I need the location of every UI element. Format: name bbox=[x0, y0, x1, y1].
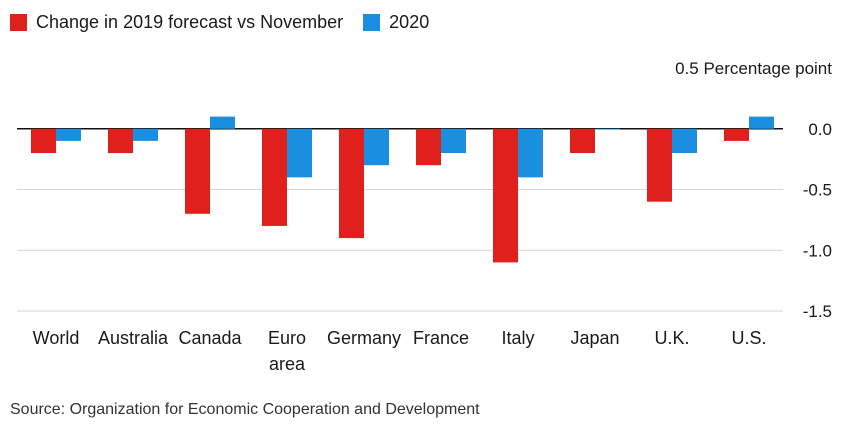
bar-2019 bbox=[31, 128, 56, 154]
bar-2020 bbox=[56, 128, 81, 141]
x-tick-label-line: Germany bbox=[327, 328, 401, 348]
bar-2019 bbox=[647, 128, 672, 202]
bar-2019 bbox=[262, 128, 287, 226]
legend-swatch-2019 bbox=[10, 14, 27, 31]
bar-2020 bbox=[749, 116, 774, 129]
bar-2019 bbox=[108, 128, 133, 154]
x-tick-label: Germany bbox=[327, 328, 401, 348]
y-tick-label: -0.5 bbox=[803, 181, 832, 200]
x-tick-label-line: Canada bbox=[178, 328, 242, 348]
bar-2020 bbox=[287, 128, 312, 178]
legend-item-2019: Change in 2019 forecast vs November bbox=[10, 12, 343, 33]
legend-label-2019: Change in 2019 forecast vs November bbox=[36, 12, 344, 32]
source-note: Source: Organization for Economic Cooper… bbox=[10, 401, 480, 418]
x-tick-label: U.S. bbox=[731, 328, 766, 348]
y-tick-label: -1.0 bbox=[803, 241, 832, 260]
bar-2020 bbox=[210, 116, 235, 129]
bar-2019 bbox=[493, 128, 518, 263]
bar-2020 bbox=[595, 128, 620, 130]
x-tick-label-line: Euro bbox=[268, 328, 306, 348]
x-tick-label: U.K. bbox=[654, 328, 689, 348]
x-tick-label: Japan bbox=[570, 328, 619, 348]
bar-2020 bbox=[133, 128, 158, 141]
x-tick-label: Euro area bbox=[268, 328, 306, 374]
bar-2020 bbox=[364, 128, 389, 166]
x-tick-label-line: Italy bbox=[501, 328, 534, 348]
y-tick-label: 0.0 bbox=[808, 120, 832, 139]
x-tick-label: Australia bbox=[98, 328, 169, 348]
legend-label-2020: 2020 bbox=[389, 12, 430, 32]
bar-2020 bbox=[672, 128, 697, 154]
bar-2019 bbox=[185, 128, 210, 214]
x-tick-label-line: U.S. bbox=[731, 328, 766, 348]
bar-chart: 0.5 Percentage point 0.0 -0.5 -1.0 -1.5 World… bbox=[17, 59, 832, 374]
x-tick-label-line: U.K. bbox=[654, 328, 689, 348]
bar-2020 bbox=[441, 128, 466, 154]
x-tick-label-line: Japan bbox=[570, 328, 619, 348]
legend-item-2020: 2020 bbox=[363, 12, 429, 33]
x-tick-label: France bbox=[413, 328, 469, 348]
x-tick-label-line: France bbox=[413, 328, 469, 348]
x-tick-label: Italy bbox=[501, 328, 534, 348]
y-tick-label: 0.5 Percentage point bbox=[675, 59, 832, 78]
y-tick-label: -1.5 bbox=[803, 302, 832, 321]
bar-2020 bbox=[518, 128, 543, 178]
x-tick-label-line: World bbox=[33, 328, 80, 348]
bar-2019 bbox=[570, 128, 595, 154]
bar-2019 bbox=[724, 128, 749, 141]
bar-2019 bbox=[339, 128, 364, 239]
x-tick-label-line: Australia bbox=[98, 328, 169, 348]
legend-swatch-2020 bbox=[363, 14, 381, 31]
x-tick-label: Canada bbox=[178, 328, 242, 348]
x-tick-label: World bbox=[33, 328, 80, 348]
bar-2019 bbox=[416, 128, 441, 166]
chart-legend: Change in 2019 forecast vs November 2020 bbox=[10, 12, 449, 33]
x-tick-label-line: area bbox=[269, 354, 306, 374]
